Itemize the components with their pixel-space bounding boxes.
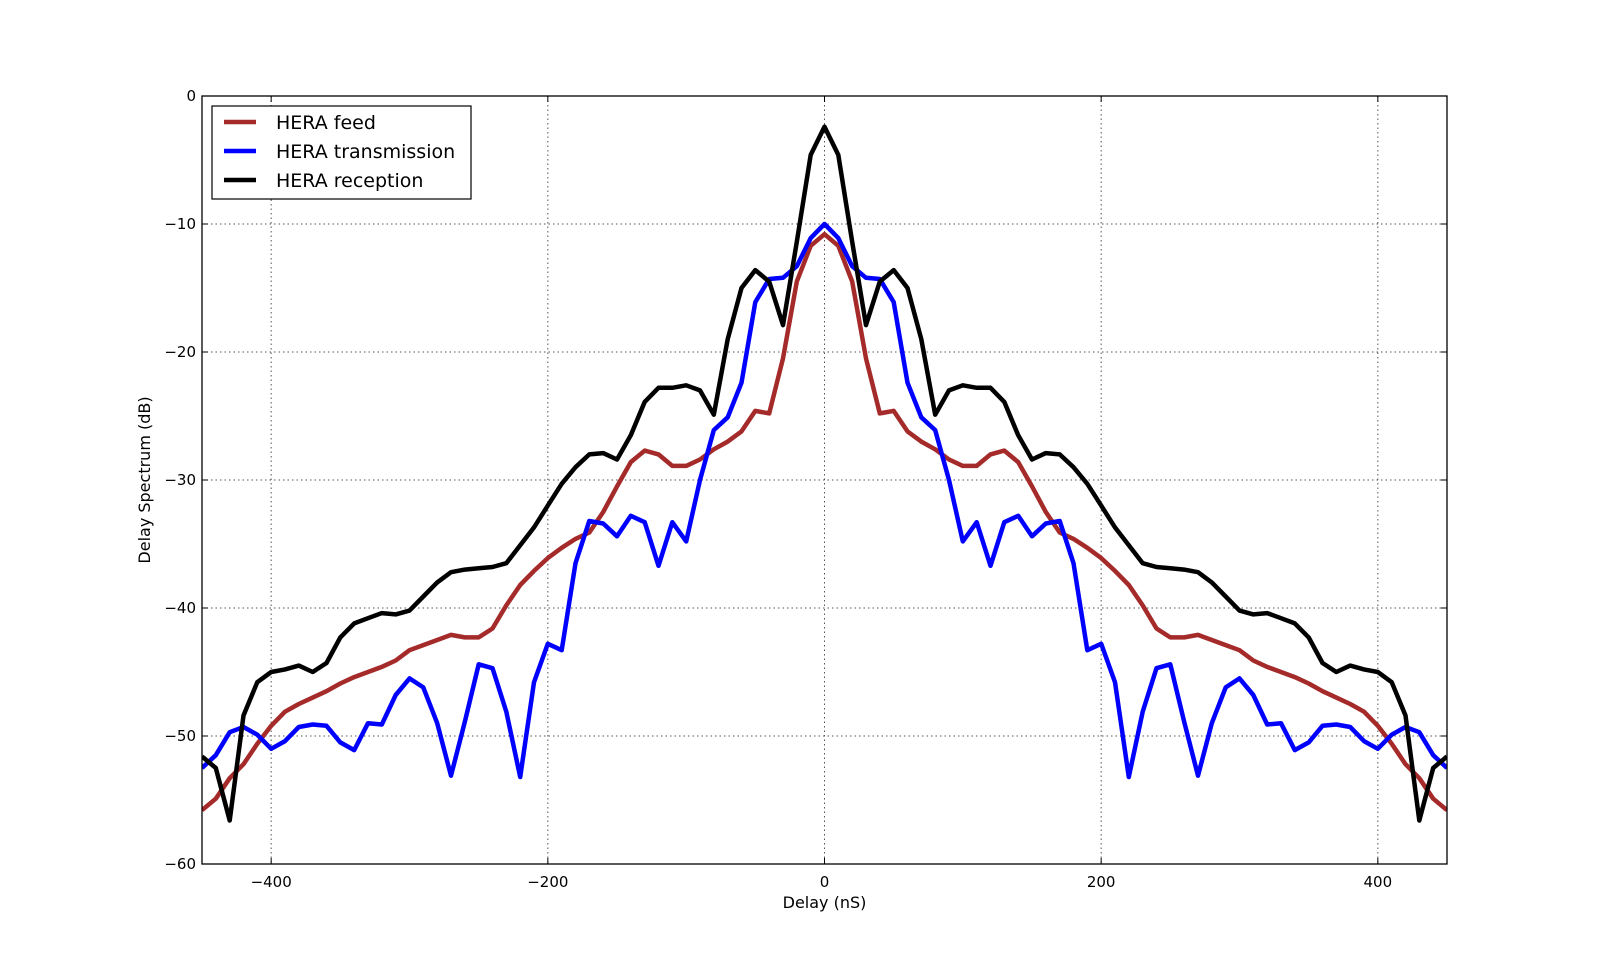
series-line-hera-transmission bbox=[202, 221, 1447, 780]
series-line-hera-reception bbox=[202, 124, 1447, 823]
y-tick-label: 0 bbox=[186, 87, 196, 105]
series-line-hera-feed bbox=[202, 231, 1447, 812]
y-tick-label: −50 bbox=[164, 727, 196, 745]
axis-ticks bbox=[202, 95, 1447, 865]
y-tick-label: −20 bbox=[164, 343, 196, 361]
legend-label-hera-reception: HERA reception bbox=[276, 170, 423, 192]
x-tick-label: 0 bbox=[820, 873, 830, 891]
legend: HERA feed HERA transmission HERA recepti… bbox=[211, 105, 472, 200]
x-tick-label: 400 bbox=[1364, 873, 1393, 891]
y-tick-label: −40 bbox=[164, 599, 196, 617]
legend-label-hera-transmission: HERA transmission bbox=[276, 141, 455, 163]
x-axis-label: Delay (nS) bbox=[783, 893, 867, 912]
x-tick-labels: −400 −200 0 200 400 bbox=[251, 873, 1393, 891]
x-tick-label: −200 bbox=[527, 873, 568, 891]
x-tick-label: 200 bbox=[1087, 873, 1116, 891]
y-tick-labels: 0 −10 −20 −30 −40 −50 −60 bbox=[164, 87, 196, 873]
y-tick-label: −10 bbox=[164, 215, 196, 233]
series-lines bbox=[202, 124, 1447, 823]
legend-label-hera-feed: HERA feed bbox=[276, 112, 376, 134]
y-tick-label: −30 bbox=[164, 471, 196, 489]
x-tick-label: −400 bbox=[251, 873, 292, 891]
y-axis-label: Delay Spectrum (dB) bbox=[135, 396, 154, 563]
y-tick-label: −60 bbox=[164, 855, 196, 873]
